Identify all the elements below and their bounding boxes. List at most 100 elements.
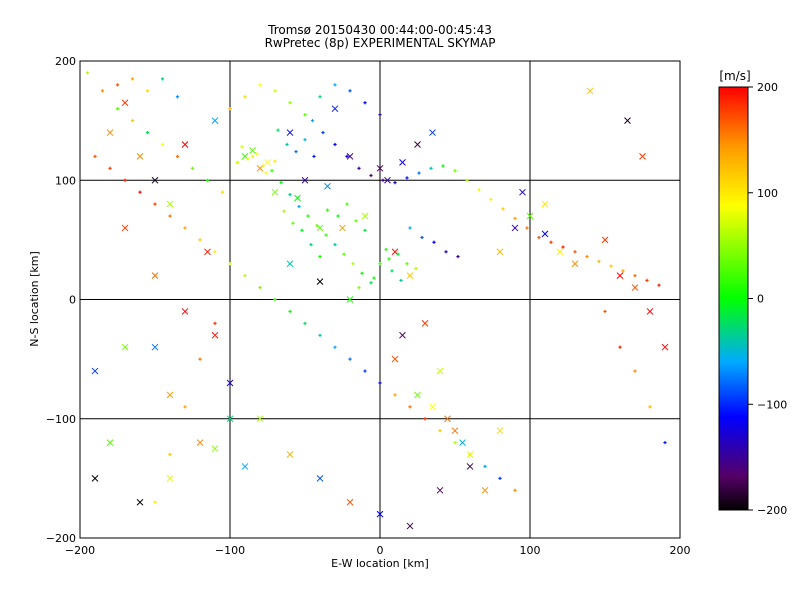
data-point-plus: [663, 441, 667, 445]
colorbar-tick-label: −100: [757, 398, 787, 411]
data-point-plus: [432, 240, 436, 244]
data-point-plus: [220, 190, 225, 194]
data-point-plus: [130, 119, 135, 123]
data-point-cross: [639, 153, 646, 160]
data-point-plus: [270, 169, 274, 173]
data-point-plus: [138, 190, 142, 194]
data-point-plus: [258, 285, 262, 290]
colorbar-unit-label: [m/s]: [719, 69, 750, 83]
data-point-plus: [258, 83, 262, 87]
data-point-plus: [123, 178, 127, 182]
data-point-cross: [429, 129, 436, 136]
y-tick-labels: −200 −100 0 100 200: [46, 55, 76, 545]
data-point-cross: [166, 200, 174, 208]
y-tick-label: 200: [55, 55, 76, 68]
data-point-plus: [325, 208, 330, 212]
data-point-cross: [556, 248, 564, 256]
colorbar-tick-labels: 200 100 0 −100 −200: [748, 81, 787, 517]
data-point-plus: [408, 226, 412, 230]
data-point-plus: [363, 228, 367, 232]
data-point-plus: [384, 247, 388, 252]
data-point-cross: [466, 463, 474, 470]
data-point-plus: [205, 178, 210, 182]
data-point-plus: [621, 269, 625, 273]
chart-subtitle: RwPretec (8p) EXPERIMENTAL SKYMAP: [264, 36, 496, 50]
data-point-cross: [346, 296, 354, 303]
data-point-plus: [333, 83, 337, 87]
data-point-cross: [511, 224, 519, 232]
data-point-plus: [318, 95, 322, 99]
data-point-plus: [444, 250, 448, 254]
data-point-cross: [91, 475, 99, 482]
data-point-cross: [339, 224, 346, 232]
data-point-plus: [282, 209, 286, 213]
data-point-plus: [399, 278, 403, 283]
data-point-plus: [333, 142, 337, 147]
data-point-plus: [369, 173, 373, 178]
data-point-cross: [541, 230, 549, 238]
data-point-plus: [618, 345, 622, 349]
data-point-plus: [342, 252, 346, 256]
data-point-plus: [477, 188, 481, 192]
data-point-plus: [357, 285, 361, 290]
data-point-plus: [85, 71, 90, 75]
data-point-plus: [483, 464, 487, 469]
x-tick-label: 100: [520, 544, 541, 557]
data-point-plus: [175, 95, 180, 99]
data-point-plus: [303, 113, 307, 117]
data-point-cross: [121, 99, 129, 107]
data-point-plus: [246, 157, 250, 161]
data-point-cross: [459, 439, 466, 446]
data-point-plus: [297, 204, 301, 209]
data-point-plus: [549, 240, 553, 244]
data-point-plus: [351, 262, 355, 266]
data-point-plus: [198, 238, 202, 242]
data-point-plus: [525, 226, 529, 230]
data-point-cross: [136, 498, 144, 506]
data-point-plus: [360, 271, 364, 275]
data-point-cross: [91, 367, 99, 375]
data-point-plus: [345, 202, 349, 206]
data-point-plus: [390, 269, 394, 273]
data-point-plus: [294, 150, 298, 154]
data-point-plus: [498, 476, 502, 480]
data-point-plus: [130, 77, 135, 81]
data-point-cross: [346, 498, 354, 506]
data-point-plus: [357, 166, 361, 170]
data-point-cross: [106, 129, 114, 136]
data-point-plus: [381, 178, 385, 182]
data-point-plus: [429, 166, 433, 170]
data-point-cross: [436, 486, 444, 494]
data-point-cross: [286, 451, 294, 458]
data-point-cross: [151, 343, 159, 351]
data-point-cross: [616, 272, 624, 280]
data-point-cross: [249, 147, 256, 154]
data-point-plus: [243, 274, 247, 278]
colorbar: [718, 86, 749, 511]
data-point-cross: [429, 403, 436, 411]
data-point-cross: [316, 475, 324, 482]
data-point-plus: [273, 159, 277, 163]
data-point-cross: [301, 176, 309, 184]
data-point-plus: [100, 89, 105, 93]
data-point-plus: [453, 441, 457, 445]
data-point-cross: [271, 188, 279, 196]
data-point-plus: [235, 160, 240, 164]
data-point-plus: [378, 381, 382, 385]
data-point-plus: [453, 169, 457, 173]
data-point-plus: [609, 264, 613, 268]
data-point-plus: [561, 245, 565, 249]
data-point-cross: [414, 391, 421, 399]
data-point-plus: [153, 202, 157, 206]
data-point-cross: [624, 117, 631, 124]
data-point-plus: [318, 254, 322, 259]
data-point-cross: [586, 87, 594, 95]
data-point-cross: [121, 224, 129, 232]
data-point-plus: [345, 154, 349, 158]
data-point-plus: [354, 219, 358, 223]
data-point-plus: [240, 145, 244, 149]
colorbar-tick-label: −200: [757, 504, 787, 517]
data-point-plus: [288, 309, 292, 314]
data-point-cross: [204, 248, 211, 256]
